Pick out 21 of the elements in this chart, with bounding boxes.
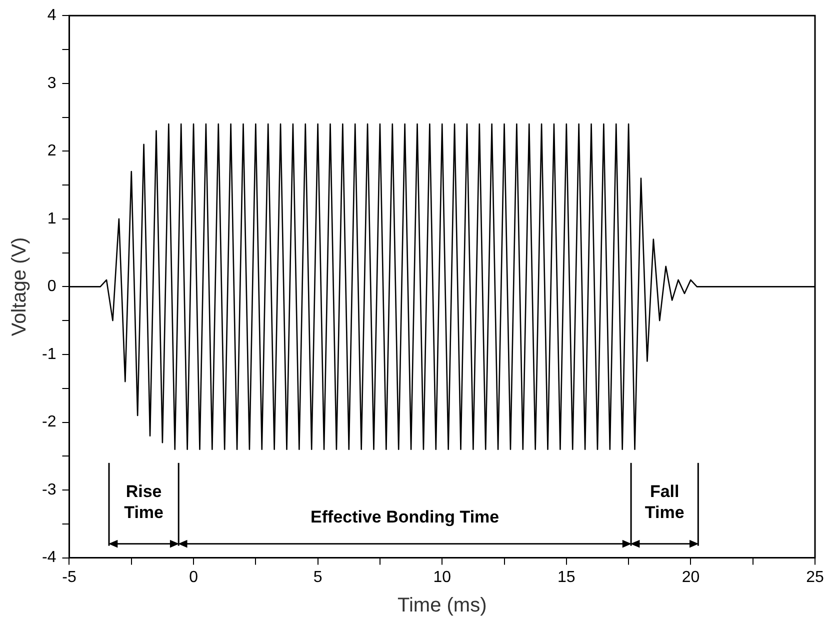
y-tick-label: 0	[47, 278, 56, 296]
x-tick-label: 5	[313, 568, 322, 586]
y-tick-label: -4	[42, 549, 56, 566]
y-axis-title: Voltage (V)	[8, 237, 31, 336]
annotation: Effective Bonding Time	[310, 507, 500, 526]
x-tick-label: 20	[682, 568, 700, 586]
x-axis-title: Time (ms)	[397, 594, 487, 617]
y-tick-label: -3	[42, 481, 56, 498]
annotation: Rise Time	[124, 482, 164, 522]
y-tick-label: -1	[42, 346, 56, 363]
annotation: Fall Time	[644, 482, 684, 522]
x-tick-label: 25	[806, 568, 824, 586]
x-tick-label: -5	[62, 568, 76, 586]
y-tick-label: 1	[47, 210, 56, 228]
x-tick-label: 10	[433, 568, 452, 586]
x-tick-label: 0	[189, 568, 198, 586]
y-tick-label: 3	[47, 74, 56, 92]
y-tick-label: -2	[42, 414, 56, 431]
y-tick-label: 4	[47, 7, 56, 24]
y-tick-label: 2	[47, 142, 56, 160]
x-tick-label: 15	[558, 568, 576, 586]
